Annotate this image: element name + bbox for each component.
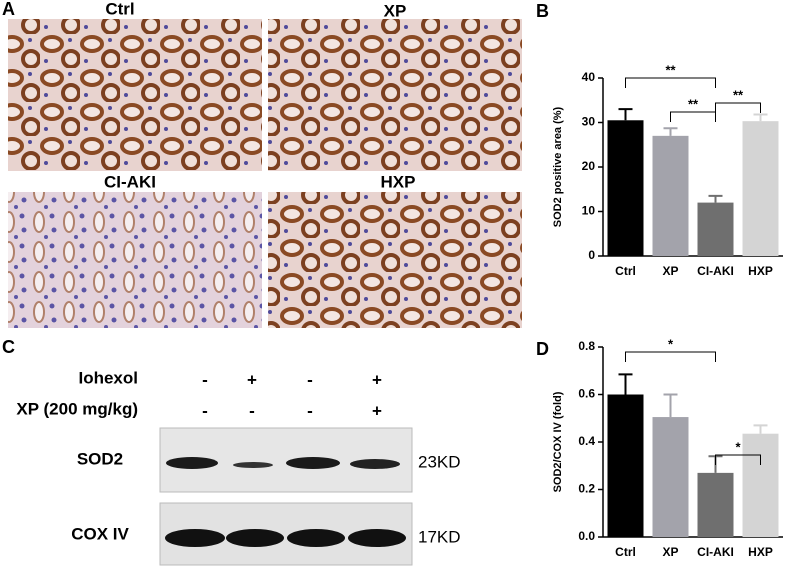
error-bar (663, 393, 678, 418)
bar (697, 202, 734, 256)
panel-letter: A (2, 0, 15, 19)
band (286, 457, 340, 469)
image-label: HXP (381, 172, 416, 191)
panel-letter: C (2, 337, 15, 357)
micrograph (268, 192, 522, 328)
image-label: Ctrl (105, 0, 134, 18)
treatment-sign: - (307, 401, 313, 420)
image-label: CI-AKI (104, 172, 156, 191)
significance-label: * (668, 336, 674, 351)
significance-label: ** (688, 96, 699, 111)
y-tick-label: 40 (582, 70, 596, 84)
significance-bracket (715, 102, 761, 113)
band (226, 529, 284, 547)
treatment-sign: + (372, 401, 382, 420)
x-tick-label: HXP (748, 264, 773, 278)
bar (697, 472, 734, 537)
panel-letter: D (536, 339, 549, 359)
treatment-label: XP (200 mg/kg) (16, 399, 138, 418)
micrograph (8, 19, 262, 171)
y-tick-label: 0.2 (578, 482, 595, 496)
error-bar (663, 127, 678, 136)
treatment-sign: - (202, 370, 208, 389)
y-tick-label: 20 (582, 159, 596, 173)
treatment-sign: + (372, 370, 382, 389)
x-tick-label: HXP (748, 545, 773, 559)
x-tick-label: XP (662, 264, 678, 278)
y-tick-label: 10 (582, 204, 596, 218)
bar (742, 121, 779, 256)
treatment-sign: + (247, 370, 257, 389)
band-label: COX IV (71, 524, 129, 543)
y-tick-label: 0 (588, 248, 595, 262)
treatment-sign: - (202, 401, 208, 420)
treatment-sign: - (249, 401, 255, 420)
error-bar (753, 113, 768, 122)
band (166, 457, 218, 469)
significance-bracket (625, 77, 716, 88)
error-bar (618, 108, 633, 121)
band-label: SOD2 (77, 449, 123, 468)
x-tick-label: CI-AKI (697, 545, 734, 559)
y-tick-label: 0.0 (578, 529, 595, 543)
bar (652, 417, 689, 537)
significance-label: ** (665, 62, 676, 77)
band-size: 17KD (418, 527, 461, 546)
y-tick-label: 30 (582, 115, 596, 129)
y-axis-label: SOD2/COX IV (fold) (552, 391, 564, 492)
panel-letter: B (536, 1, 549, 21)
x-tick-label: Ctrl (615, 264, 636, 278)
significance-label: ** (733, 87, 744, 102)
bar (742, 433, 779, 537)
significance-bracket (715, 454, 761, 465)
band (165, 529, 225, 547)
y-tick-label: 0.6 (578, 387, 595, 401)
band (348, 529, 406, 547)
x-tick-label: CI-AKI (697, 264, 734, 278)
x-tick-label: Ctrl (615, 545, 636, 559)
treatment-label: Iohexol (78, 368, 138, 387)
error-bar (753, 424, 768, 434)
error-bar (708, 194, 723, 203)
band-size: 23KD (418, 452, 461, 471)
band (287, 529, 345, 547)
micrograph (268, 19, 522, 171)
bar (652, 135, 689, 256)
y-axis-label: SOD2 positive area (%) (552, 106, 564, 227)
micrograph (8, 192, 262, 328)
bar (607, 394, 644, 537)
bar (607, 120, 644, 257)
image-label: XP (384, 1, 407, 20)
band (350, 459, 400, 469)
treatment-sign: - (307, 370, 313, 389)
y-tick-label: 0.4 (578, 434, 595, 448)
significance-bracket (625, 351, 716, 362)
significance-bracket (670, 111, 716, 122)
y-tick-label: 0.8 (578, 339, 595, 353)
x-tick-label: XP (662, 545, 678, 559)
significance-label: * (735, 439, 741, 454)
band (233, 462, 273, 468)
error-bar (618, 373, 633, 395)
